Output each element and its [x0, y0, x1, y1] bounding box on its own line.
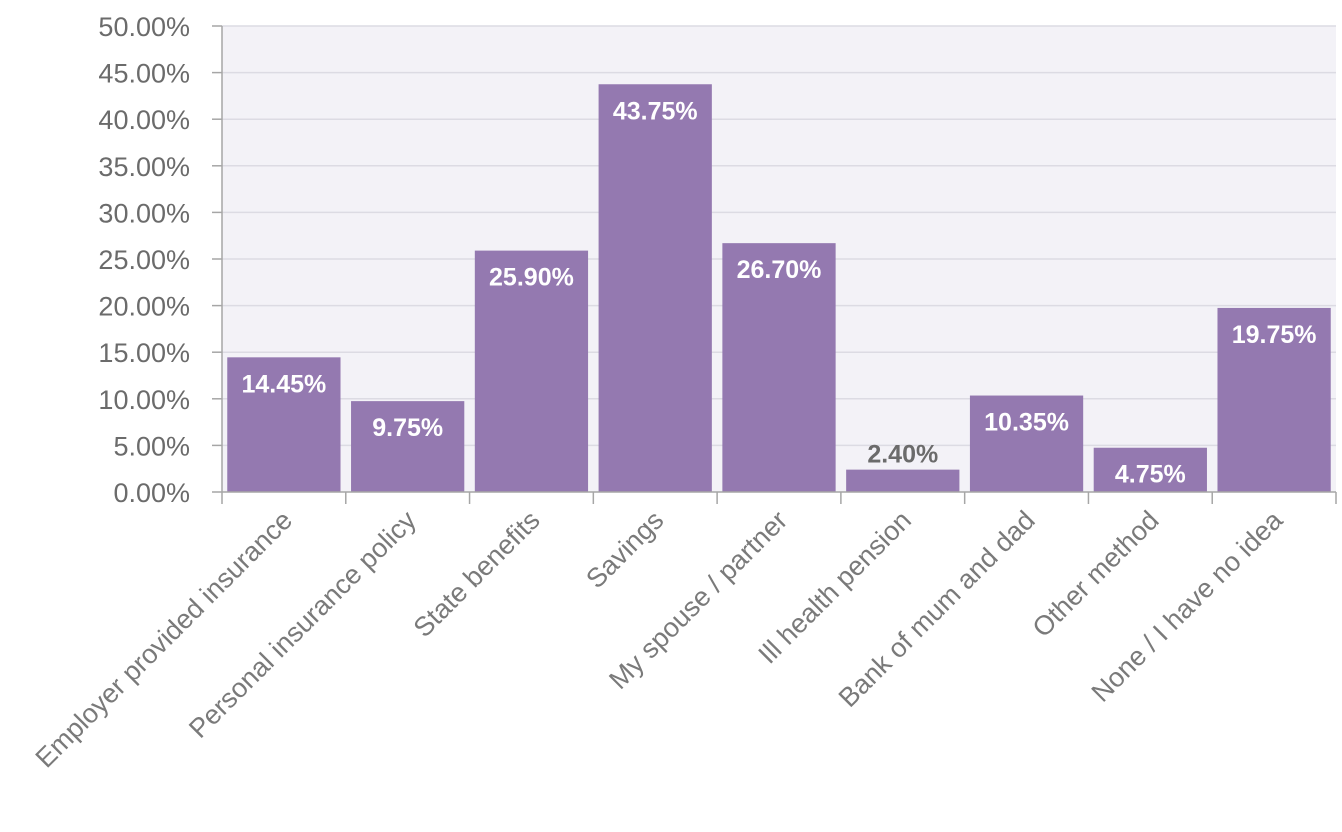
x-tick-label: Savings — [580, 505, 669, 594]
data-label: 43.75% — [613, 97, 698, 125]
bars-layer — [227, 84, 1331, 492]
y-tick-label: 30.00% — [98, 198, 190, 228]
x-tick-label: State benefits — [408, 505, 546, 643]
data-label: 14.45% — [241, 370, 326, 398]
y-tick-label: 15.00% — [98, 338, 190, 368]
y-tick-label: 0.00% — [113, 478, 190, 508]
bar — [351, 401, 465, 492]
x-tick-label: Other method — [1027, 505, 1165, 643]
bar — [969, 395, 1084, 492]
y-tick-label: 20.00% — [98, 292, 190, 322]
bar — [598, 84, 712, 492]
y-tick-label: 5.00% — [113, 431, 190, 461]
y-tick-label: 40.00% — [98, 105, 190, 135]
bar — [1217, 307, 1331, 492]
bar — [474, 250, 589, 492]
bar — [227, 357, 341, 492]
bar — [722, 243, 836, 492]
data-label: 10.35% — [984, 409, 1069, 437]
y-tick-label: 25.00% — [98, 245, 190, 275]
bar — [846, 469, 960, 492]
y-tick-label: 45.00% — [98, 59, 190, 89]
x-tick-label: Employer provided insurance — [30, 505, 298, 773]
axis-layer — [212, 25, 1337, 504]
y-tick-label: 35.00% — [98, 152, 190, 182]
x-tick-label: Personal insurance policy — [183, 505, 422, 744]
data-label: 25.90% — [489, 264, 574, 292]
data-label: 2.40% — [867, 441, 938, 469]
data-label: 26.70% — [737, 256, 822, 284]
y-tick-label: 10.00% — [98, 385, 190, 415]
y-tick-label: 50.00% — [98, 12, 190, 42]
bar — [1093, 447, 1207, 492]
data-label: 9.75% — [372, 414, 443, 442]
data-label: 4.75% — [1115, 461, 1186, 489]
data-label: 19.75% — [1232, 321, 1317, 349]
